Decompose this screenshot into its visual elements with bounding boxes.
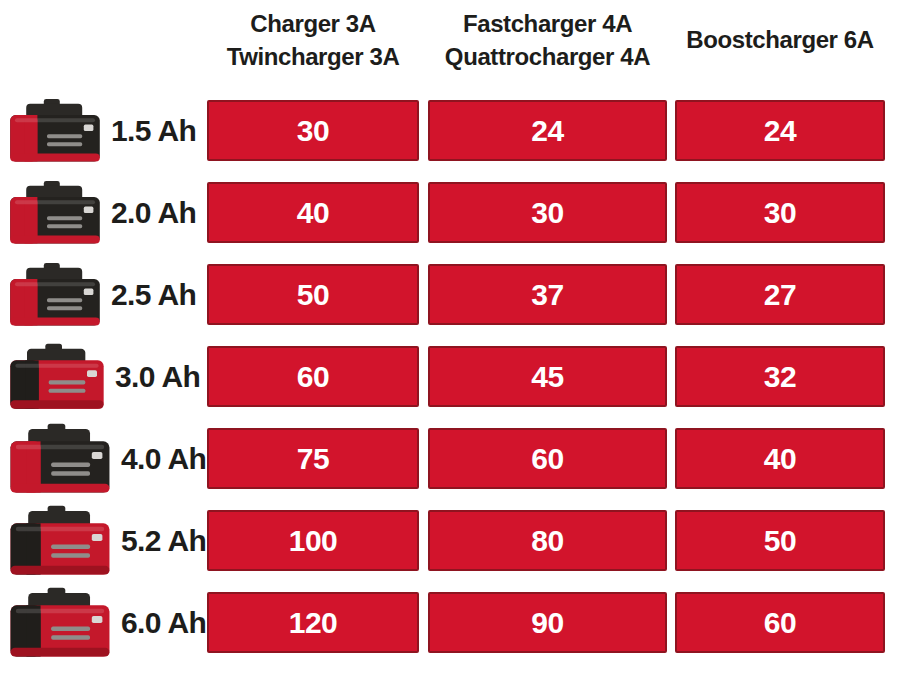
charge-time-cell: 60 — [675, 592, 885, 653]
capacity-label: 2.5 Ah — [111, 278, 196, 312]
capacity-label: 3.0 Ah — [115, 360, 200, 394]
table-row: 2.0 Ah 40 30 30 — [0, 182, 900, 243]
charge-time-cell: 30 — [428, 182, 667, 243]
column-gap — [419, 510, 428, 571]
table-row: 3.0 Ah 60 45 32 — [0, 346, 900, 407]
column-gap — [667, 264, 675, 325]
row-label-cell: 6.0 Ah — [0, 592, 207, 653]
column-gap — [419, 428, 428, 489]
column-gap — [667, 428, 675, 489]
charge-time-cell: 37 — [428, 264, 667, 325]
row-label-cell: 1.5 Ah — [0, 100, 207, 161]
capacity-label: 2.0 Ah — [111, 196, 196, 230]
battery-icon — [7, 340, 107, 414]
charge-time-cell: 60 — [428, 428, 667, 489]
charge-time-cell: 27 — [675, 264, 885, 325]
header-row: Charger 3A Twincharger 3A Fastcharger 4A… — [0, 0, 900, 79]
charge-time-cell: 50 — [207, 264, 419, 325]
table-row: 6.0 Ah 120 90 60 — [0, 592, 900, 653]
charge-time-cell: 75 — [207, 428, 419, 489]
charge-time-cell: 32 — [675, 346, 885, 407]
column-gap — [419, 182, 428, 243]
capacity-label: 4.0 Ah — [121, 442, 206, 476]
charge-time-cell: 45 — [428, 346, 667, 407]
row-label-cell: 5.2 Ah — [0, 510, 207, 571]
charge-time-cell: 120 — [207, 592, 419, 653]
charge-time-cell: 40 — [207, 182, 419, 243]
charge-time-cell: 30 — [207, 100, 419, 161]
row-label-cell: 4.0 Ah — [0, 428, 207, 489]
header-spacer — [0, 0, 207, 79]
capacity-label: 6.0 Ah — [121, 606, 206, 640]
battery-icon — [7, 500, 113, 582]
column-gap — [667, 346, 675, 407]
battery-icon — [7, 261, 103, 329]
charge-time-cell: 24 — [428, 100, 667, 161]
column-gap — [419, 592, 428, 653]
table-row: 5.2 Ah 100 80 50 — [0, 510, 900, 571]
column-gap — [419, 0, 428, 79]
column-header-boostcharger-6a: Boostcharger 6A — [675, 0, 885, 79]
column-gap — [419, 346, 428, 407]
battery-icon — [7, 97, 103, 165]
column-gap — [667, 182, 675, 243]
charge-time-cell: 40 — [675, 428, 885, 489]
column-gap — [667, 100, 675, 161]
capacity-label: 5.2 Ah — [121, 524, 206, 558]
column-header-line: Quattrocharger 4A — [445, 40, 650, 73]
battery-icon — [7, 418, 113, 500]
capacity-label: 1.5 Ah — [111, 114, 196, 148]
column-gap — [667, 0, 675, 79]
row-label-cell: 2.5 Ah — [0, 264, 207, 325]
column-header-line: Fastcharger 4A — [463, 7, 632, 40]
battery-charging-time-table: Charger 3A Twincharger 3A Fastcharger 4A… — [0, 0, 900, 675]
battery-icon — [7, 179, 103, 247]
table-row: 4.0 Ah 75 60 40 — [0, 428, 900, 489]
table-row: 2.5 Ah 50 37 27 — [0, 264, 900, 325]
column-gap — [667, 510, 675, 571]
column-header-line: Charger 3A — [250, 7, 375, 40]
column-gap — [419, 264, 428, 325]
column-header-line: Boostcharger 6A — [686, 23, 873, 56]
column-gap — [667, 592, 675, 653]
charge-time-cell: 80 — [428, 510, 667, 571]
charge-time-cell: 60 — [207, 346, 419, 407]
battery-icon — [7, 582, 113, 664]
row-label-cell: 2.0 Ah — [0, 182, 207, 243]
charge-time-cell: 50 — [675, 510, 885, 571]
charge-time-cell: 30 — [675, 182, 885, 243]
column-header-charger-3a: Charger 3A Twincharger 3A — [207, 0, 419, 79]
row-label-cell: 3.0 Ah — [0, 346, 207, 407]
charge-time-cell: 100 — [207, 510, 419, 571]
column-gap — [419, 100, 428, 161]
column-header-line: Twincharger 3A — [227, 40, 400, 73]
charge-time-cell: 24 — [675, 100, 885, 161]
column-header-fastcharger-4a: Fastcharger 4A Quattrocharger 4A — [428, 0, 667, 79]
table-row: 1.5 Ah 30 24 24 — [0, 100, 900, 161]
charge-time-cell: 90 — [428, 592, 667, 653]
